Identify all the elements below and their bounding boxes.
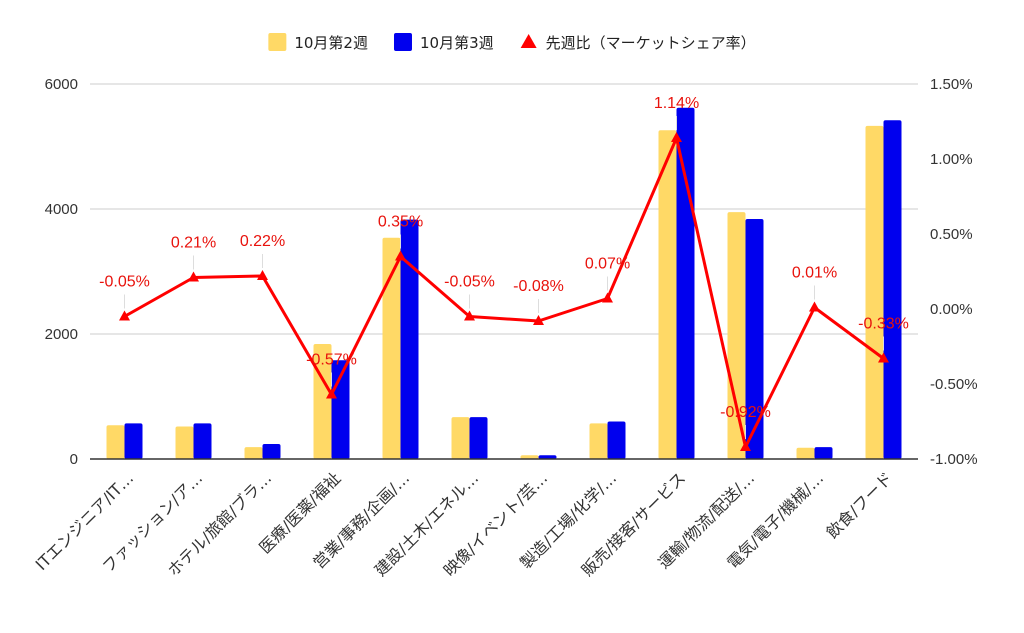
ratio-label-7: 0.07% bbox=[585, 256, 630, 273]
ratio-marker-6 bbox=[533, 315, 544, 325]
bar-1-series-2 bbox=[193, 423, 212, 459]
bar-0-series-2 bbox=[124, 423, 143, 459]
left-tick-label-3: 6000 bbox=[45, 76, 78, 93]
bar-10-series-2 bbox=[814, 447, 833, 459]
legend-label-series-1: 10月第2週 bbox=[294, 34, 368, 52]
bar-10-series-1 bbox=[796, 447, 815, 459]
ratio-marker-0 bbox=[119, 310, 130, 321]
legend-label-series-3: 先週比（マーケットシェア率） bbox=[546, 34, 756, 52]
ratio-label-5: -0.05% bbox=[444, 274, 495, 291]
bar-8-series-1 bbox=[658, 130, 677, 459]
right-tick-label-3: 0.50% bbox=[930, 226, 973, 243]
left-tick-label-0: 0 bbox=[70, 451, 78, 468]
bar-11-series-2 bbox=[883, 120, 902, 459]
ratio-label-8: 1.14% bbox=[654, 95, 699, 112]
legend-swatch-series-1 bbox=[268, 33, 287, 51]
ratio-label-11: -0.33% bbox=[858, 316, 909, 333]
right-axis-ticks: -1.00% -0.50% 0.00% 0.50% 1.00% 1.50% bbox=[930, 76, 978, 468]
bar-4-series-1 bbox=[382, 237, 401, 459]
ratio-marker-7 bbox=[602, 292, 613, 303]
bar-2-series-1 bbox=[244, 447, 263, 459]
ratio-label-9: -0.92% bbox=[720, 404, 771, 421]
ratio-marker-10 bbox=[809, 301, 820, 312]
ratio-marker-9 bbox=[740, 441, 751, 451]
ratio-marker-4 bbox=[395, 250, 406, 261]
category-label-11: 飲食/フード bbox=[823, 468, 897, 542]
left-axis-ticks: 0 2000 4000 6000 bbox=[45, 76, 78, 468]
bar-0-series-1 bbox=[106, 425, 125, 459]
ratio-label-0: -0.05% bbox=[99, 274, 150, 291]
ratio-line-layer: -0.05% 0.21% 0.22% -0.57% 0.35% -0.05% -0.08% 0… bbox=[99, 95, 909, 451]
ratio-marker-8 bbox=[671, 132, 682, 142]
ratio-label-4: 0.35% bbox=[378, 214, 423, 231]
bars bbox=[106, 107, 902, 459]
left-tick-label-1: 2000 bbox=[45, 326, 78, 343]
bar-7-series-2 bbox=[607, 421, 626, 459]
right-tick-label-1: -0.50% bbox=[930, 376, 978, 393]
bar-6-series-2 bbox=[538, 455, 557, 459]
bar-2-series-2 bbox=[262, 444, 281, 459]
bar-8-series-2 bbox=[676, 107, 695, 459]
ratio-marker-1 bbox=[188, 271, 199, 282]
bar-11-series-1 bbox=[865, 125, 884, 459]
right-tick-label-4: 1.00% bbox=[930, 151, 973, 168]
ratio-marker-3 bbox=[326, 388, 337, 399]
legend-swatch-series-2 bbox=[393, 33, 412, 51]
bar-5-series-2 bbox=[469, 417, 488, 459]
bar-9-series-1 bbox=[727, 212, 746, 459]
legend-triangle-series-3 bbox=[520, 34, 537, 48]
ratio-label-10: 0.01% bbox=[792, 265, 837, 282]
gridlines bbox=[90, 83, 918, 335]
ratio-marker-2 bbox=[257, 270, 268, 280]
ratio-label-2: 0.22% bbox=[240, 233, 285, 250]
bar-5-series-1 bbox=[451, 417, 470, 459]
ratio-label-1: 0.21% bbox=[171, 235, 216, 252]
bar-7-series-1 bbox=[589, 423, 608, 459]
ratio-label-3: -0.57% bbox=[306, 352, 357, 369]
bar-1-series-1 bbox=[175, 426, 194, 459]
ratio-marker-11 bbox=[878, 352, 889, 363]
bar-6-series-1 bbox=[520, 455, 539, 459]
bar-4-series-2 bbox=[400, 219, 419, 459]
left-tick-label-2: 4000 bbox=[45, 201, 78, 218]
category-labels: ITエンジニア/IT…ファッション/ア…ホテル/旅館/ブラ…医療/医薬/福祉営業… bbox=[32, 468, 897, 580]
right-tick-label-0: -1.00% bbox=[930, 451, 978, 468]
ratio-label-6: -0.08% bbox=[513, 278, 564, 295]
right-tick-label-5: 1.50% bbox=[930, 76, 973, 93]
legend: 10月第2週 10月第3週 先週比（マーケットシェア率） bbox=[268, 33, 756, 52]
bar-9-series-2 bbox=[745, 219, 764, 459]
legend-label-series-2: 10月第3週 bbox=[420, 34, 494, 52]
right-tick-label-2: 0.00% bbox=[930, 301, 973, 318]
ratio-marker-5 bbox=[464, 310, 475, 321]
ratio-line bbox=[123, 136, 885, 449]
